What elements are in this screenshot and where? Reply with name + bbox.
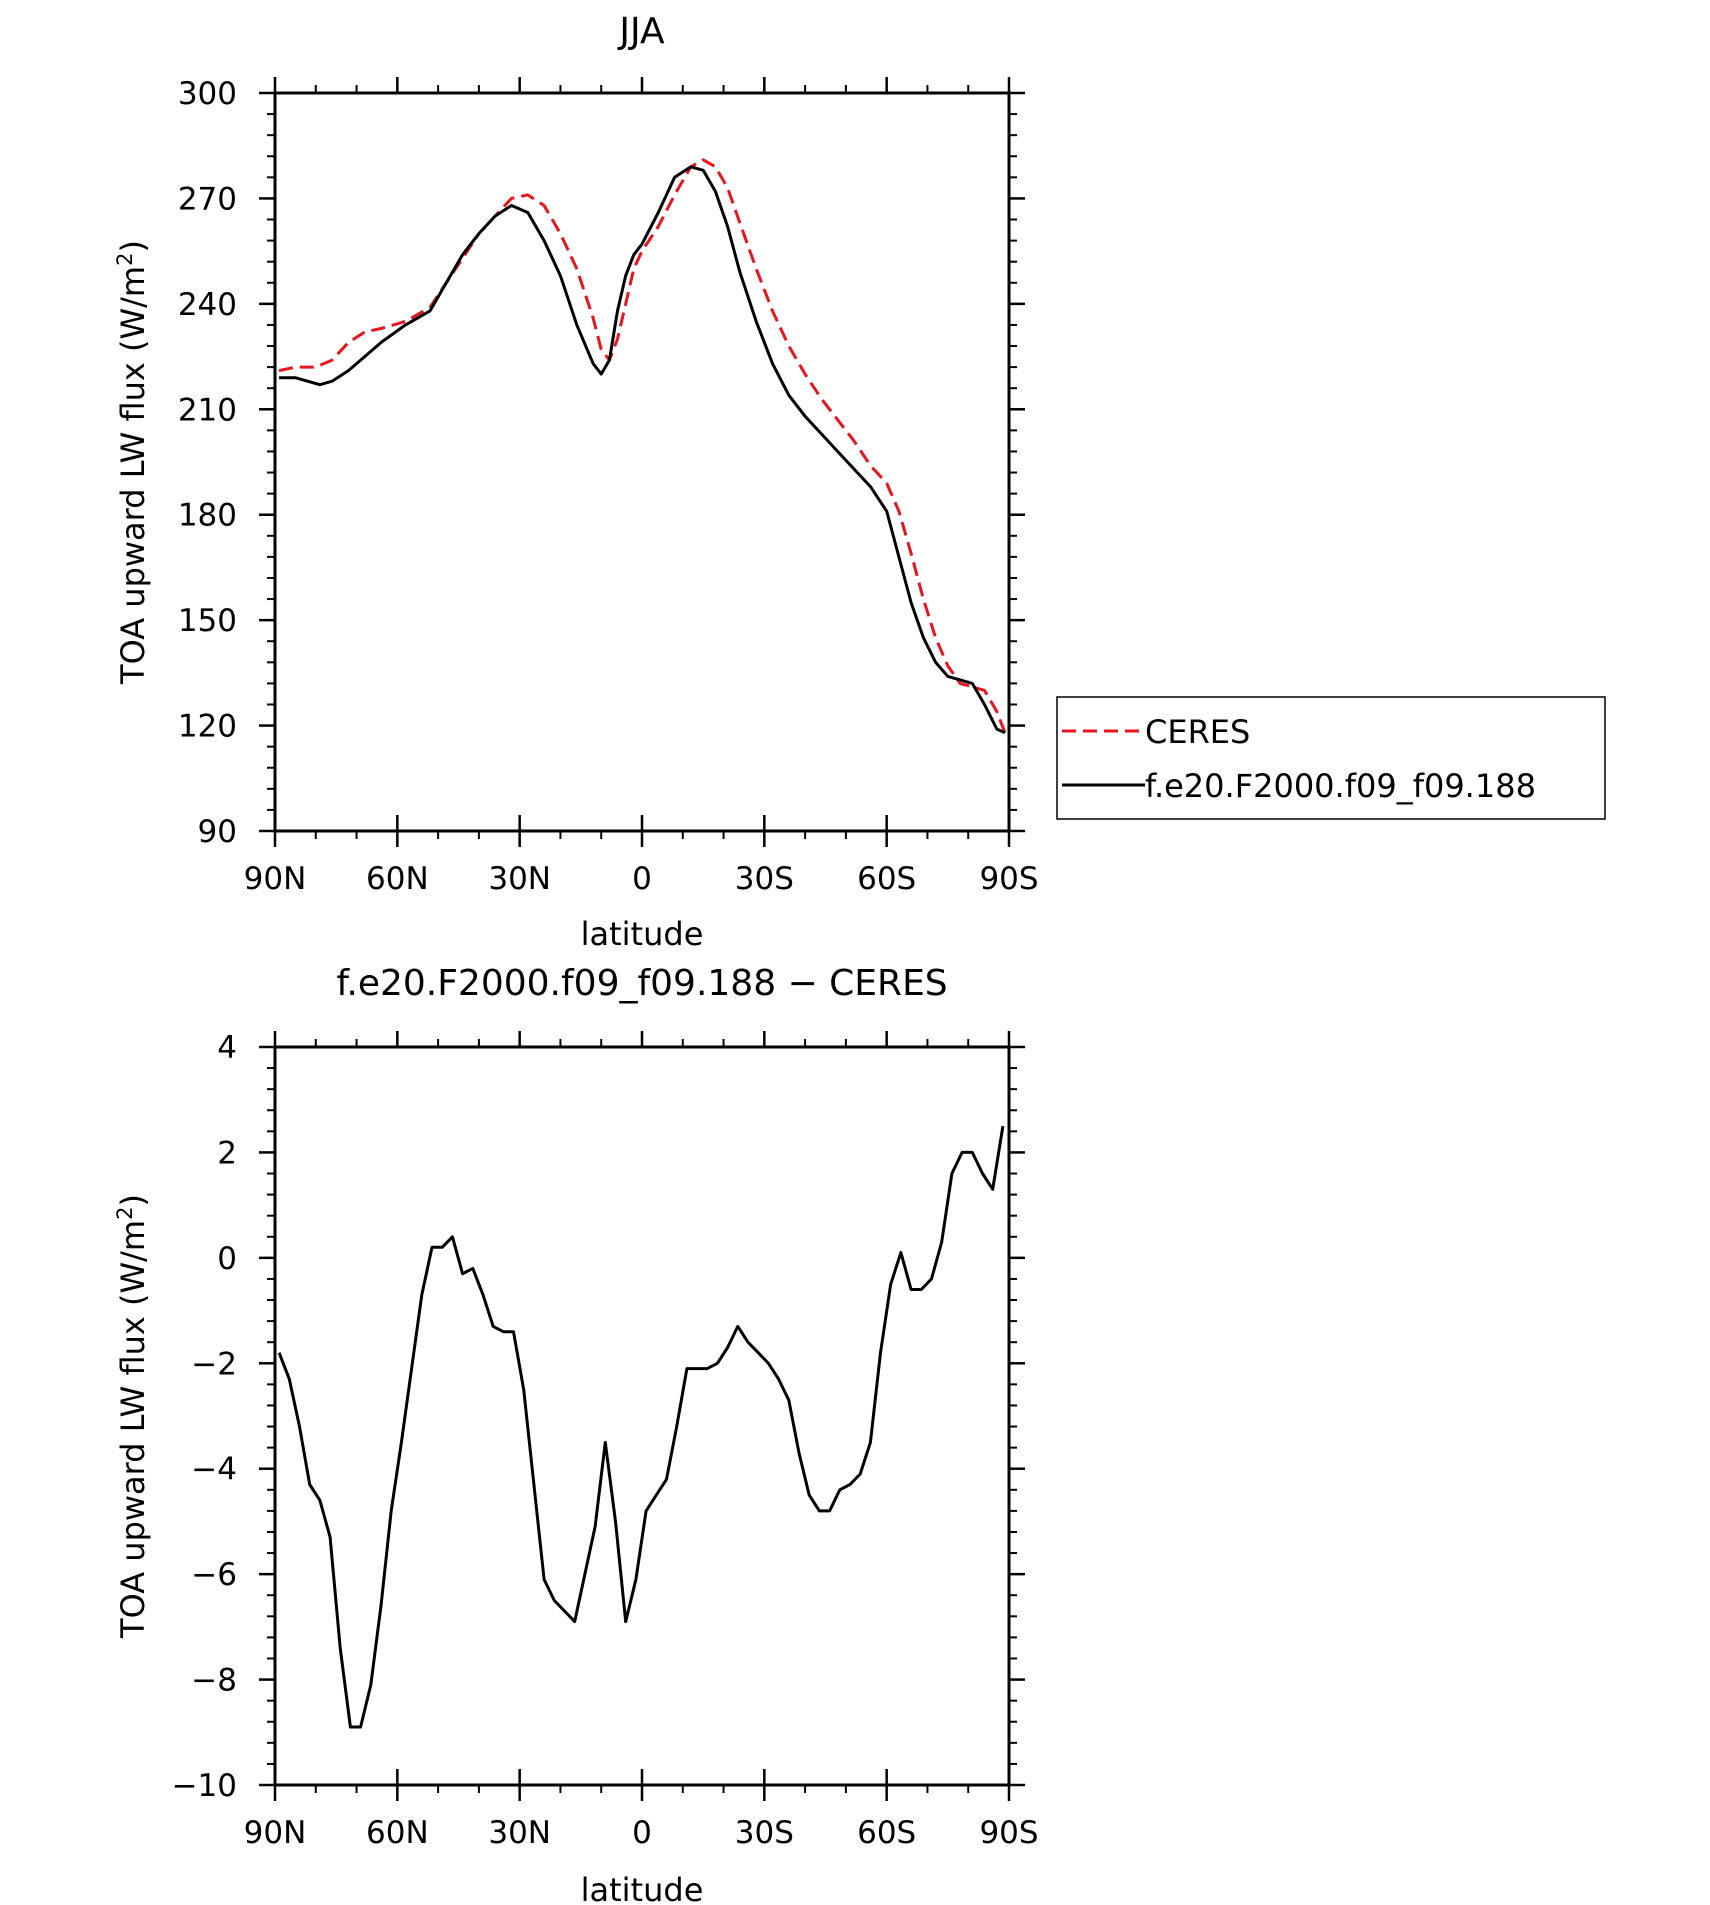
bottom-y-tick-label: −10 <box>172 1768 237 1804</box>
bottom-y-tick-label: −8 <box>191 1663 237 1699</box>
bottom-chart-title: f.e20.F2000.f09_f09.188 − CERES <box>336 963 947 1004</box>
bottom-x-tick-label: 90N <box>244 1815 307 1851</box>
top-plot-area <box>278 158 1007 734</box>
legend-label-ceres: CERES <box>1145 713 1250 751</box>
bottom-x-tick-label: 60N <box>366 1815 429 1851</box>
bottom-series-line-difference <box>277 1125 1005 1729</box>
legend-label-model: f.e20.F2000.f09_f09.188 <box>1145 767 1536 805</box>
top-y-tick-label: 90 <box>198 814 237 850</box>
top-y-tick-label: 300 <box>178 76 237 112</box>
top-x-tick-label: 90S <box>979 861 1038 897</box>
top-x-tick-label: 0 <box>632 861 652 897</box>
top-panel: JJA 90N 60N 30N 0 30S 60S 90S 90 120 150 180 210 24… <box>113 11 1606 953</box>
legend: CERES f.e20.F2000.f09_f09.188 <box>1056 696 1606 820</box>
bottom-y-tick-label: 2 <box>217 1135 237 1171</box>
bottom-x-axis-label: latitude <box>581 1871 704 1905</box>
top-x-tick-label: 30S <box>735 861 794 897</box>
bottom-y-tick-label: 4 <box>217 1030 237 1066</box>
bottom-y-tick-label: 0 <box>217 1241 237 1277</box>
bottom-x-tick-labels: 90N 60N 30N 0 30S 60S 90S <box>244 1815 1039 1851</box>
bottom-x-tick-label: 60S <box>857 1815 916 1851</box>
bottom-x-tick-label: 30N <box>488 1815 551 1851</box>
top-x-tick-label: 30N <box>488 861 551 897</box>
bottom-x-tick-label: 90S <box>979 1815 1038 1851</box>
legend-box <box>1056 696 1606 820</box>
top-y-tick-labels: 90 120 150 180 210 240 270 300 <box>178 76 237 850</box>
top-y-tick-label: 150 <box>178 603 237 639</box>
bottom-y-axis-label-sup: 2 <box>113 1207 137 1220</box>
top-x-axis-label: latitude <box>581 915 704 953</box>
top-series-line-f-e20-f2000-f09-f09-188 <box>279 165 1006 734</box>
top-chart-title: JJA <box>617 11 665 52</box>
bottom-y-axis-label-end: ) <box>114 1194 152 1206</box>
top-y-tick-label: 120 <box>178 709 237 745</box>
top-x-tick-labels: 90N 60N 30N 0 30S 60S 90S <box>244 861 1039 897</box>
bottom-y-axis-label-main: TOA upward LW flux (W/m <box>114 1220 152 1639</box>
top-y-axis-label-sup: 2 <box>113 253 137 266</box>
bottom-panel: f.e20.F2000.f09_f09.188 − CERES 90N 60N 30… <box>113 963 1039 1905</box>
top-x-tick-label: 60S <box>857 861 916 897</box>
bottom-y-tick-labels: −10 −8 −6 −4 −2 0 2 4 <box>172 1030 237 1804</box>
top-y-tick-label: 270 <box>178 181 237 217</box>
bottom-plot-area <box>277 1125 1005 1729</box>
top-y-axis-label: TOA upward LW flux (W/m2) <box>113 240 152 685</box>
top-y-axis-label-end: ) <box>114 240 152 252</box>
bottom-plot-frame <box>273 1045 1011 1787</box>
bottom-y-axis-label: TOA upward LW flux (W/m2) <box>113 1194 152 1639</box>
top-x-tick-label: 90N <box>244 861 307 897</box>
bottom-x-tick-label: 0 <box>632 1815 652 1851</box>
top-plot-frame <box>273 91 1011 833</box>
bottom-y-tick-label: −2 <box>191 1346 237 1382</box>
bottom-x-tick-label: 30S <box>735 1815 794 1851</box>
top-y-tick-label: 180 <box>178 498 237 534</box>
top-y-tick-label: 210 <box>178 392 237 428</box>
bottom-y-tick-label: −6 <box>191 1557 237 1593</box>
top-y-tick-label: 240 <box>178 287 237 323</box>
bottom-y-tick-label: −4 <box>191 1452 237 1488</box>
top-x-tick-label: 60N <box>366 861 429 897</box>
top-y-axis-label-main: TOA upward LW flux (W/m <box>114 266 152 685</box>
